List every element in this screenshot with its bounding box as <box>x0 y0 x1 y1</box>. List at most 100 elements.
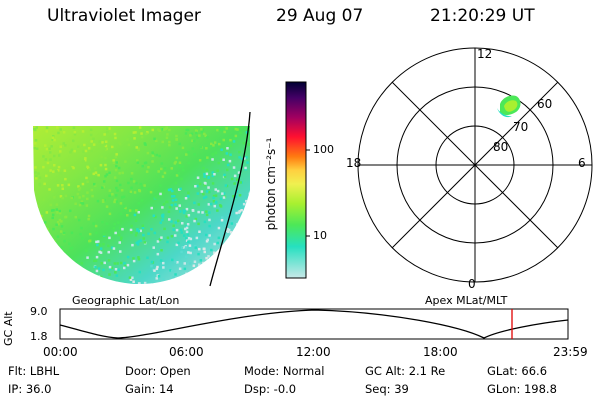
speckle-pixel <box>105 173 109 176</box>
speckle-pixel <box>208 211 211 214</box>
speckle-pixel <box>88 232 92 236</box>
speckle-pixel <box>198 247 201 251</box>
speckle-pixel <box>137 240 140 243</box>
speckle-pixel <box>234 195 238 198</box>
speckle-pixel <box>77 277 81 281</box>
speckle-pixel <box>133 213 137 217</box>
speckle-pixel <box>84 159 87 162</box>
speckle-pixel <box>167 188 171 192</box>
speckle-pixel <box>94 167 97 170</box>
speckle-pixel <box>178 161 182 164</box>
speckle-pixel <box>34 166 37 169</box>
speckle-pixel <box>238 194 242 197</box>
speckle-pixel <box>222 267 225 270</box>
speckle-pixel <box>92 280 96 283</box>
speckle-pixel <box>96 278 99 281</box>
speckle-pixel <box>78 275 82 278</box>
speckle-pixel <box>56 184 60 187</box>
speckle-pixel <box>49 169 52 172</box>
speckle-pixel <box>246 204 249 208</box>
speckle-pixel <box>119 183 122 187</box>
speckle-pixel <box>217 226 221 230</box>
speckle-pixel <box>137 148 140 152</box>
speckle-pixel <box>112 159 115 162</box>
speckle-pixel <box>229 138 232 142</box>
speckle-pixel <box>123 205 126 208</box>
speckle-pixel <box>134 131 137 134</box>
speckle-pixel <box>201 277 204 280</box>
speckle-pixel <box>188 244 192 247</box>
speckle-pixel <box>232 138 236 141</box>
speckle-pixel <box>53 154 56 158</box>
mlt-label-0: 0 <box>468 277 476 291</box>
speckle-pixel <box>95 269 99 273</box>
speckle-pixel <box>211 171 214 174</box>
speckle-pixel <box>55 208 58 211</box>
speckle-pixel <box>159 192 162 196</box>
speckle-pixel <box>104 156 107 160</box>
speckle-pixel <box>185 215 188 218</box>
speckle-pixel <box>66 273 70 276</box>
speckle-pixel <box>193 139 196 143</box>
speckle-pixel <box>217 236 221 240</box>
speckle-pixel <box>225 127 228 130</box>
speckle-pixel <box>45 130 48 133</box>
speckle-pixel <box>187 240 190 243</box>
speckle-pixel <box>138 189 141 192</box>
speckle-pixel <box>183 234 186 237</box>
speckle-pixel <box>34 241 38 245</box>
speckle-pixel <box>92 222 95 225</box>
speckle-pixel <box>237 214 241 218</box>
speckle-pixel <box>115 153 118 156</box>
speckle-pixel <box>106 127 109 130</box>
speckle-pixel <box>241 157 244 161</box>
speckle-pixel <box>119 202 123 205</box>
speckle-pixel <box>158 238 162 241</box>
altitude-xtick-0600: 06:00 <box>169 345 204 359</box>
speckle-pixel <box>221 279 225 283</box>
speckle-pixel <box>232 195 235 198</box>
speckle-pixel <box>72 166 75 170</box>
speckle-pixel <box>97 267 101 270</box>
speckle-pixel <box>49 158 52 161</box>
speckle-pixel <box>61 187 64 190</box>
speckle-pixel <box>228 159 232 163</box>
speckle-pixel <box>116 189 119 192</box>
speckle-pixel <box>130 172 134 175</box>
speckle-pixel <box>240 232 244 235</box>
speckle-pixel <box>145 132 148 135</box>
info-glon: GLon: 198.8 <box>487 382 557 396</box>
speckle-pixel <box>52 170 55 173</box>
speckle-pixel <box>141 224 145 227</box>
speckle-pixel <box>185 207 189 211</box>
speckle-pixel <box>42 262 46 265</box>
speckle-pixel <box>118 142 122 146</box>
speckle-pixel <box>171 258 174 262</box>
speckle-pixel <box>87 166 90 170</box>
speckle-pixel <box>64 144 67 147</box>
speckle-pixel <box>142 237 145 240</box>
speckle-pixel <box>199 259 203 262</box>
speckle-pixel <box>108 265 112 269</box>
speckle-pixel <box>151 160 154 163</box>
speckle-pixel <box>250 233 253 236</box>
speckle-pixel <box>103 261 106 265</box>
speckle-pixel <box>87 147 91 150</box>
speckle-pixel <box>207 255 210 258</box>
speckle-pixel <box>193 219 196 223</box>
speckle-pixel <box>161 214 164 217</box>
speckle-pixel <box>175 174 179 177</box>
speckle-pixel <box>70 167 73 170</box>
speckle-pixel <box>178 204 181 207</box>
speckle-pixel <box>144 161 148 164</box>
speckle-pixel <box>174 160 177 164</box>
speckle-pixel <box>206 156 209 159</box>
speckle-pixel <box>93 278 96 281</box>
speckle-pixel <box>218 128 221 131</box>
speckle-pixel <box>177 219 180 223</box>
speckle-pixel <box>49 265 52 268</box>
speckle-pixel <box>51 138 54 141</box>
speckle-pixel <box>222 158 225 161</box>
speckle-pixel <box>138 270 141 274</box>
colorbar-tick-label-100: 100 <box>313 143 334 156</box>
